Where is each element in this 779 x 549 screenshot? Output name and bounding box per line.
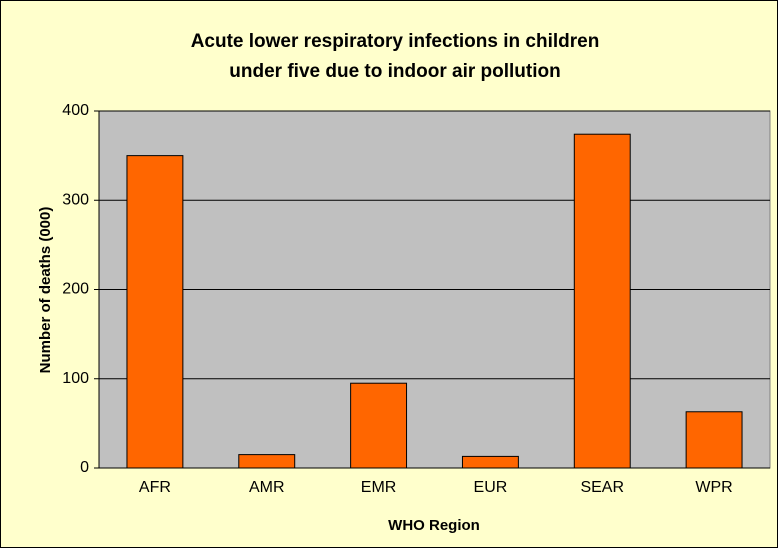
bar xyxy=(238,454,296,469)
x-tick-label: EUR xyxy=(474,479,508,496)
y-tick-label: 300 xyxy=(62,191,89,208)
chart-title: Acute lower respiratory infections in ch… xyxy=(191,31,600,52)
bar xyxy=(461,455,519,469)
y-axis-title: Number of deaths (000) xyxy=(37,207,54,374)
x-tick-label: AMR xyxy=(249,479,285,496)
x-tick-label: AFR xyxy=(139,479,171,496)
bar xyxy=(685,411,743,469)
bar xyxy=(126,155,184,469)
x-axis-title: WHO Region xyxy=(388,517,480,534)
y-tick-label: 100 xyxy=(62,370,89,387)
y-tick-label: 400 xyxy=(62,102,89,119)
x-tick-label: SEAR xyxy=(580,479,624,496)
bar xyxy=(573,133,631,469)
x-tick-label: EMR xyxy=(361,479,397,496)
y-tick-label: 200 xyxy=(62,281,89,298)
bar xyxy=(350,382,408,469)
x-tick-label: WPR xyxy=(695,479,732,496)
chart-title: under five due to indoor air pollution xyxy=(229,61,560,82)
y-tick-label: 0 xyxy=(80,459,89,476)
